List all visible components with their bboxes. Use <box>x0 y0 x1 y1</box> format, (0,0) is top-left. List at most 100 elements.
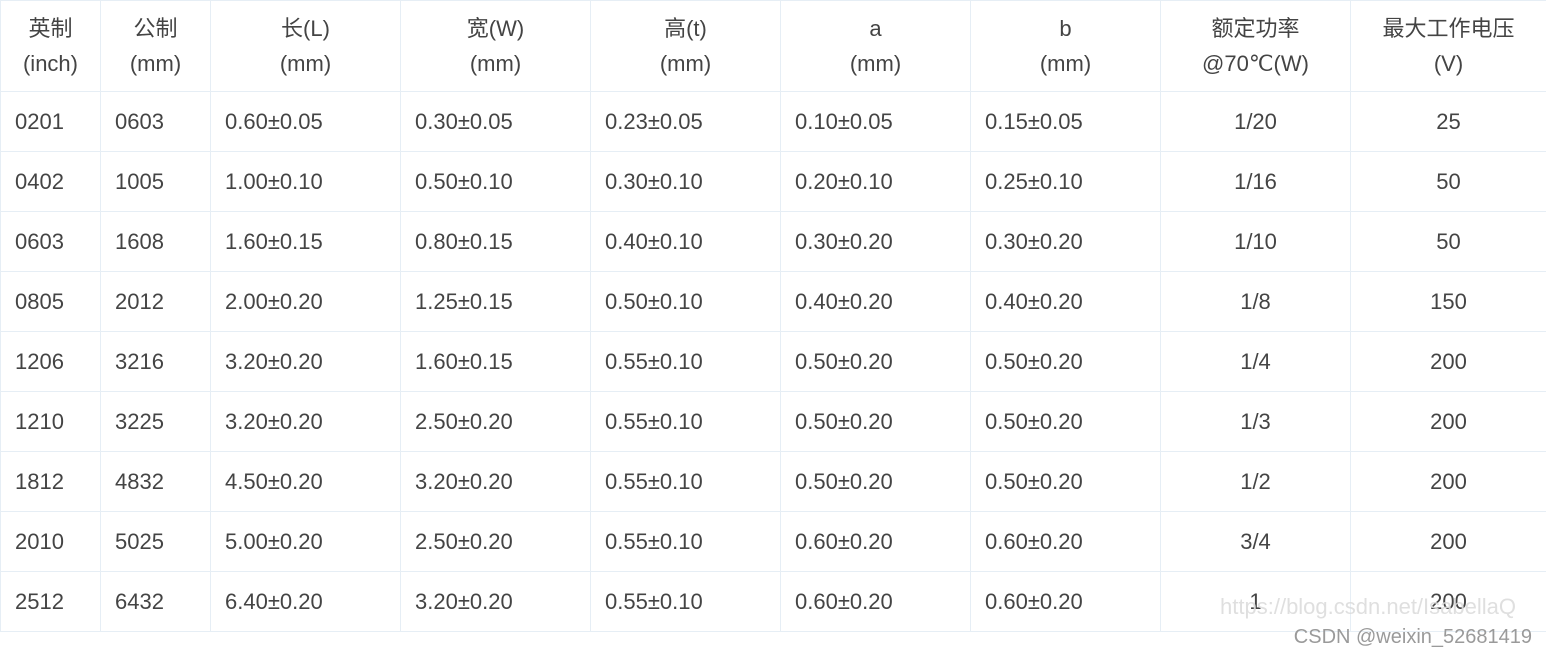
cell-power: 1/4 <box>1161 332 1351 392</box>
cell-a: 0.60±0.20 <box>781 512 971 572</box>
table-row: 060316081.60±0.150.80±0.150.40±0.100.30±… <box>1 212 1546 272</box>
cell-mm: 4832 <box>101 452 211 512</box>
cell-t: 0.40±0.10 <box>591 212 781 272</box>
cell-L: 0.60±0.05 <box>211 92 401 152</box>
col-header-line2: (mm) <box>409 46 582 81</box>
cell-L: 3.20±0.20 <box>211 332 401 392</box>
cell-t: 0.50±0.10 <box>591 272 781 332</box>
table-row: 080520122.00±0.201.25±0.150.50±0.100.40±… <box>1 272 1546 332</box>
col-header-line1: 英制 <box>9 11 92 46</box>
col-header-line1: 长(L) <box>219 11 392 46</box>
cell-t: 0.55±0.10 <box>591 512 781 572</box>
col-header-mm: 公制(mm) <box>101 1 211 92</box>
cell-inch: 2512 <box>1 572 101 632</box>
col-header-line2: (mm) <box>599 46 772 81</box>
col-header-line1: 宽(W) <box>409 11 582 46</box>
cell-t: 0.55±0.10 <box>591 452 781 512</box>
cell-inch: 0201 <box>1 92 101 152</box>
cell-volt: 200 <box>1351 392 1546 452</box>
cell-W: 3.20±0.20 <box>401 452 591 512</box>
table-row: 121032253.20±0.202.50±0.200.55±0.10 0.50±… <box>1 392 1546 452</box>
cell-a: 0.50±0.20 <box>781 332 971 392</box>
cell-b: 0.60±0.20 <box>971 572 1161 632</box>
col-header-line2: (V) <box>1359 46 1538 81</box>
cell-W: 1.60±0.15 <box>401 332 591 392</box>
cell-L: 6.40±0.20 <box>211 572 401 632</box>
col-header-line2: (inch) <box>9 46 92 81</box>
cell-power: 1/10 <box>1161 212 1351 272</box>
cell-inch: 2010 <box>1 512 101 572</box>
table-row: 201050255.00±0.202.50±0.200.55±0.100.60±… <box>1 512 1546 572</box>
cell-inch: 1206 <box>1 332 101 392</box>
cell-power: 3/4 <box>1161 512 1351 572</box>
table-row: 181248324.50±0.203.20±0.200.55±0.100.50±… <box>1 452 1546 512</box>
cell-power: 1/2 <box>1161 452 1351 512</box>
cell-inch: 1812 <box>1 452 101 512</box>
cell-inch: 0603 <box>1 212 101 272</box>
table-row: 020106030.60±0.050.30±0.050.23±0.050.10±… <box>1 92 1546 152</box>
cell-volt: 50 <box>1351 212 1546 272</box>
cell-volt: 25 <box>1351 92 1546 152</box>
cell-power: 1/8 <box>1161 272 1351 332</box>
cell-power: 1/3 <box>1161 392 1351 452</box>
col-header-line1: 公制 <box>109 11 202 46</box>
col-header-line2: @70℃(W) <box>1169 46 1342 81</box>
table-row: 040210051.00±0.100.50±0.100.30±0.100.20±… <box>1 152 1546 212</box>
col-header-L: 长(L)(mm) <box>211 1 401 92</box>
cell-t: 0.55±0.10 <box>591 392 781 452</box>
cell-b: 0.50±0.20 <box>971 452 1161 512</box>
cell-a: 0.50±0.20 <box>781 452 971 512</box>
cell-a: 0.60±0.20 <box>781 572 971 632</box>
cell-a: 0.40±0.20 <box>781 272 971 332</box>
cell-b: 0.40±0.20 <box>971 272 1161 332</box>
cell-b: 0.50±0.20 <box>971 392 1161 452</box>
col-header-line1: a <box>789 11 962 46</box>
cell-mm: 5025 <box>101 512 211 572</box>
col-header-inch: 英制(inch) <box>1 1 101 92</box>
table-header-row: 英制(inch)公制(mm)长(L)(mm)宽(W)(mm)高(t)(mm)a(… <box>1 1 1546 92</box>
col-header-line1: 额定功率 <box>1169 11 1342 46</box>
col-header-a: a(mm) <box>781 1 971 92</box>
cell-volt: 200 <box>1351 452 1546 512</box>
spec-table: 英制(inch)公制(mm)长(L)(mm)宽(W)(mm)高(t)(mm)a(… <box>0 0 1546 632</box>
cell-t: 0.23±0.05 <box>591 92 781 152</box>
cell-inch: 0402 <box>1 152 101 212</box>
cell-L: 1.00±0.10 <box>211 152 401 212</box>
col-header-b: b(mm) <box>971 1 1161 92</box>
cell-W: 0.50±0.10 <box>401 152 591 212</box>
cell-volt: 200 <box>1351 512 1546 572</box>
col-header-volt: 最大工作电压(V) <box>1351 1 1546 92</box>
cell-mm: 3225 <box>101 392 211 452</box>
cell-a: 0.10±0.05 <box>781 92 971 152</box>
cell-L: 1.60±0.15 <box>211 212 401 272</box>
cell-inch: 1210 <box>1 392 101 452</box>
cell-volt: 50 <box>1351 152 1546 212</box>
cell-b: 0.25±0.10 <box>971 152 1161 212</box>
cell-mm: 0603 <box>101 92 211 152</box>
col-header-line2: (mm) <box>979 46 1152 81</box>
cell-W: 2.50±0.20 <box>401 392 591 452</box>
cell-L: 4.50±0.20 <box>211 452 401 512</box>
col-header-line2: (mm) <box>789 46 962 81</box>
col-header-W: 宽(W)(mm) <box>401 1 591 92</box>
col-header-line1: b <box>979 11 1152 46</box>
cell-W: 2.50±0.20 <box>401 512 591 572</box>
cell-volt: 200 <box>1351 572 1546 632</box>
cell-L: 3.20±0.20 <box>211 392 401 452</box>
cell-W: 0.30±0.05 <box>401 92 591 152</box>
table-body: 020106030.60±0.050.30±0.050.23±0.050.10±… <box>1 92 1546 632</box>
cell-a: 0.30±0.20 <box>781 212 971 272</box>
col-header-power: 额定功率@70℃(W) <box>1161 1 1351 92</box>
cell-t: 0.55±0.10 <box>591 572 781 632</box>
cell-b: 0.15±0.05 <box>971 92 1161 152</box>
cell-volt: 200 <box>1351 332 1546 392</box>
cell-power: 1/20 <box>1161 92 1351 152</box>
cell-inch: 0805 <box>1 272 101 332</box>
cell-W: 1.25±0.15 <box>401 272 591 332</box>
col-header-line2: (mm) <box>109 46 202 81</box>
cell-mm: 3216 <box>101 332 211 392</box>
cell-volt: 150 <box>1351 272 1546 332</box>
cell-mm: 1005 <box>101 152 211 212</box>
cell-L: 2.00±0.20 <box>211 272 401 332</box>
cell-b: 0.60±0.20 <box>971 512 1161 572</box>
